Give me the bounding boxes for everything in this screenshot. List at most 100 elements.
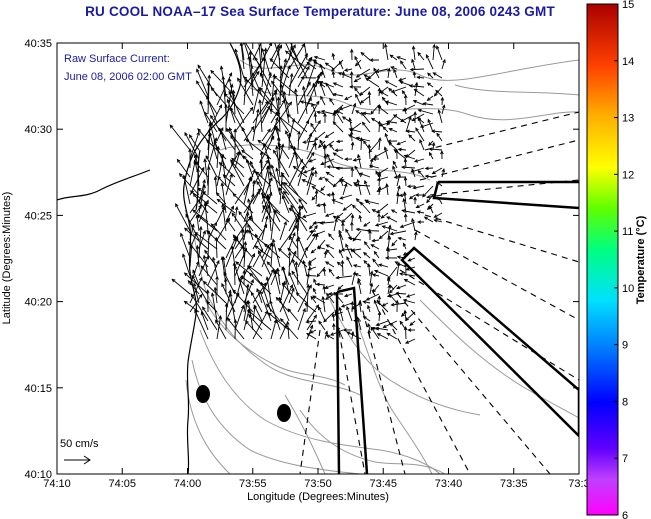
current-vector	[257, 250, 272, 277]
current-vector-head	[386, 216, 391, 220]
current-vector	[198, 256, 209, 277]
y-tick-label: 40:30	[24, 124, 52, 136]
current-vector	[183, 175, 191, 205]
current-vector-head	[292, 44, 296, 49]
current-vector-head	[287, 308, 292, 313]
current-vector-head	[356, 153, 361, 158]
current-vector-head	[385, 182, 389, 188]
current-vector-head	[336, 261, 341, 266]
current-vector-head	[399, 224, 404, 228]
current-vector	[321, 110, 335, 115]
current-vector	[177, 159, 191, 178]
current-vector-head	[417, 116, 422, 121]
current-vector-head	[417, 169, 422, 174]
current-vector-head	[215, 319, 219, 324]
current-vector	[325, 131, 335, 138]
current-vector-head	[293, 250, 297, 255]
current-vector	[344, 68, 353, 72]
current-vector-head	[256, 180, 260, 185]
current-vector-head	[320, 110, 325, 114]
current-vector-head	[176, 158, 181, 163]
current-vector	[405, 338, 416, 344]
current-vector	[314, 113, 317, 124]
current-vector-head	[194, 231, 199, 236]
current-vector-head	[234, 48, 238, 53]
current-vector-head	[199, 276, 203, 281]
scale-label: 50 cm/s	[60, 438, 99, 450]
current-vector	[432, 130, 443, 133]
current-vector	[308, 257, 317, 264]
current-vector-head	[309, 330, 314, 334]
current-vector	[418, 117, 425, 133]
current-vector	[189, 294, 203, 313]
current-vector-head	[248, 176, 252, 181]
current-vector-head	[248, 313, 252, 318]
current-vector-head	[284, 50, 289, 55]
current-vector-head	[338, 106, 343, 111]
current-vector-head	[341, 219, 346, 224]
current-vector-head	[256, 287, 260, 293]
current-vector	[245, 139, 272, 160]
current-vector-head	[310, 295, 315, 300]
current-vector-head	[322, 143, 327, 148]
current-vector-head	[347, 236, 352, 241]
current-vector	[393, 114, 407, 124]
current-vector	[417, 52, 425, 61]
current-vector	[243, 126, 255, 142]
current-vector	[261, 128, 271, 142]
current-vector	[297, 285, 312, 313]
current-vector	[198, 184, 206, 214]
current-vector-head	[279, 64, 283, 70]
current-vector-head	[266, 195, 270, 200]
current-vector-head	[359, 99, 364, 104]
current-vector	[368, 263, 371, 277]
current-vector	[382, 302, 389, 307]
current-vector-head	[326, 153, 330, 158]
current-vector-head	[403, 213, 408, 218]
current-vector-head	[271, 32, 274, 35]
current-vector-head	[341, 70, 346, 75]
current-vector-head	[206, 300, 211, 305]
current-vector	[378, 264, 389, 268]
current-vector-head	[285, 320, 290, 325]
current-vector	[325, 212, 335, 217]
current-vector-head	[312, 142, 316, 147]
current-vector-head	[243, 240, 248, 246]
y-tick-label: 40:15	[24, 383, 52, 395]
current-vector-head	[250, 278, 254, 284]
current-vector	[374, 270, 389, 277]
current-vector	[285, 50, 308, 70]
current-vector-head	[197, 64, 202, 69]
current-vector-head	[199, 100, 203, 105]
current-vector-head	[211, 256, 216, 261]
colorbar-tick-label: 15	[622, 0, 634, 11]
current-vector	[372, 239, 380, 242]
current-vector	[387, 278, 390, 286]
current-vector	[315, 190, 318, 205]
current-vector	[427, 119, 434, 133]
current-vector-head	[356, 178, 360, 183]
current-vector	[325, 293, 335, 300]
current-vector-head	[291, 270, 296, 275]
current-vector-head	[243, 247, 248, 252]
current-vector-head	[317, 119, 321, 125]
current-vector-head	[402, 298, 407, 303]
current-vector-head	[247, 223, 251, 228]
current-vector	[368, 330, 371, 340]
current-vector	[387, 293, 398, 297]
current-vector	[357, 280, 362, 295]
current-vector-head	[290, 204, 294, 209]
current-vector-head	[280, 143, 285, 148]
current-vector	[179, 173, 200, 196]
current-vector	[334, 311, 344, 316]
current-vector	[411, 168, 416, 178]
current-vector	[429, 148, 443, 151]
current-vector-head	[183, 272, 188, 277]
current-vector	[287, 308, 299, 322]
current-vector-head	[390, 302, 395, 307]
current-vector	[296, 238, 299, 259]
current-vector-head	[367, 304, 371, 309]
current-vector	[259, 87, 281, 115]
current-vector	[180, 233, 191, 259]
plot-area	[57, 32, 579, 474]
